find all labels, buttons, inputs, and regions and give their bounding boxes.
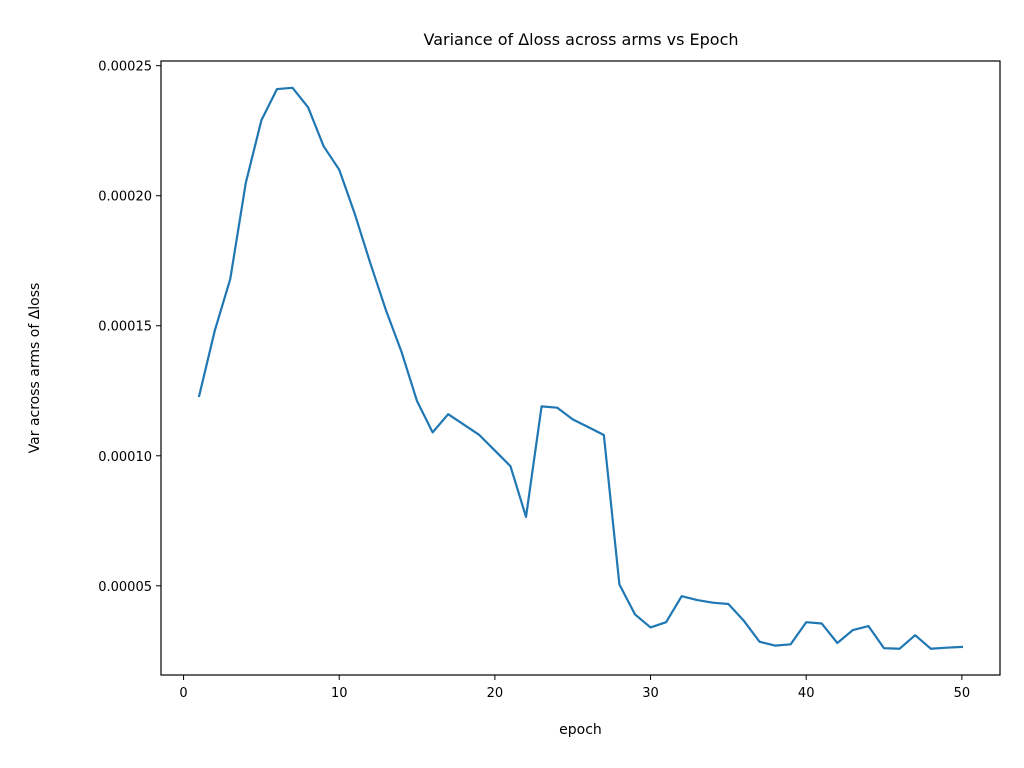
x-tick-label: 40 bbox=[798, 686, 815, 701]
y-tick-label: 0.00015 bbox=[98, 320, 152, 335]
y-tick-label: 0.00025 bbox=[98, 60, 152, 75]
x-tick-label: 10 bbox=[331, 686, 348, 701]
x-tick-label: 50 bbox=[954, 686, 971, 701]
x-tick-label: 30 bbox=[642, 686, 659, 701]
y-axis-label: Var across arms of Δloss bbox=[27, 283, 43, 454]
series-line bbox=[197, 86, 964, 650]
x-axis-label: epoch bbox=[559, 722, 602, 738]
plot-frame bbox=[160, 60, 1001, 676]
y-tick-label: 0.00005 bbox=[98, 580, 152, 595]
y-tick-label: 0.00010 bbox=[98, 450, 152, 465]
x-tick-label: 0 bbox=[179, 686, 187, 701]
x-tick-label: 20 bbox=[487, 686, 504, 701]
chart-title: Variance of Δloss across arms vs Epoch bbox=[423, 30, 738, 49]
y-tick-label: 0.00020 bbox=[98, 190, 152, 205]
